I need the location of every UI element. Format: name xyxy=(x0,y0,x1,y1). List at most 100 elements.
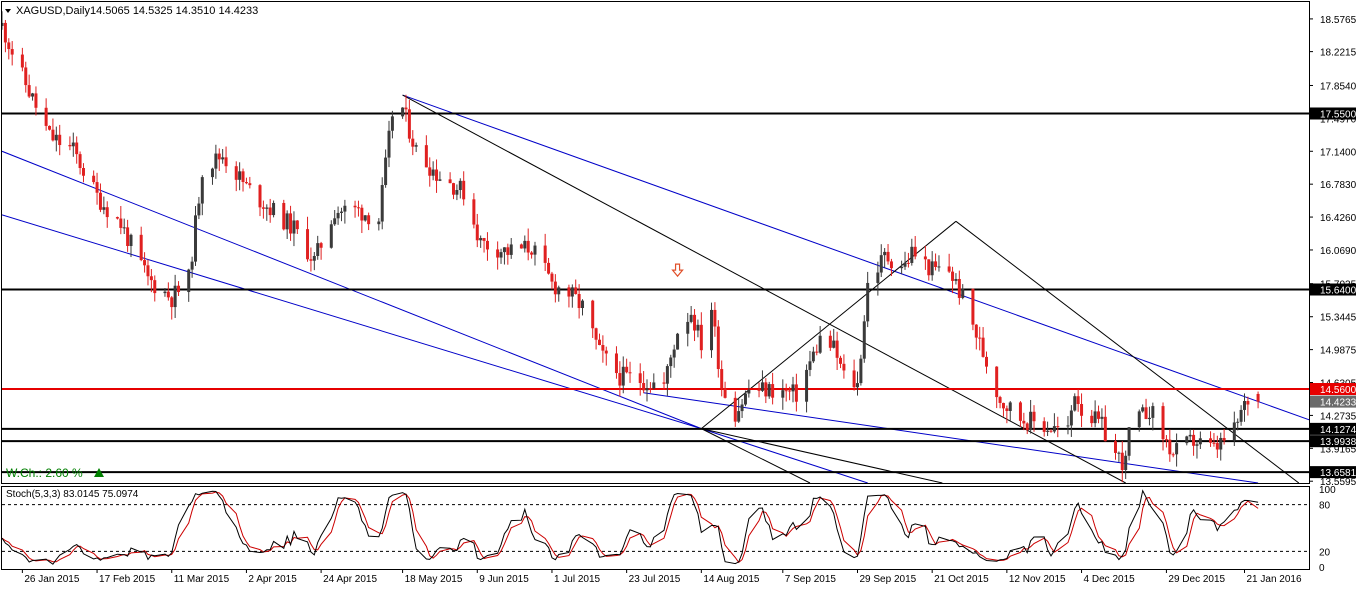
candle-body xyxy=(1147,417,1151,420)
y-tick-label: 16.0690 xyxy=(1320,246,1357,257)
candlesticks xyxy=(2,11,1260,483)
candle-body xyxy=(3,22,7,43)
candle-body xyxy=(356,207,360,209)
candle-body xyxy=(767,384,771,397)
candle-body xyxy=(567,287,571,297)
candle-body xyxy=(1066,425,1070,427)
collapse-triangle-icon[interactable] xyxy=(5,9,11,13)
candle-body xyxy=(811,351,815,362)
channel-line-3 xyxy=(701,428,868,483)
candle-body xyxy=(995,366,999,398)
candle-body xyxy=(784,390,788,392)
candle-body xyxy=(1124,455,1128,470)
candle-body xyxy=(343,205,347,212)
candle-body xyxy=(363,215,367,221)
candle-body xyxy=(519,244,523,249)
candle-body xyxy=(693,314,697,331)
candle-body xyxy=(1001,402,1005,409)
candle-body xyxy=(625,366,629,373)
level-label-box xyxy=(1310,283,1356,296)
y-tick-label: 16.7830 xyxy=(1320,180,1357,191)
candle-body xyxy=(2,22,4,26)
candle-body xyxy=(550,273,554,282)
candle-body xyxy=(648,388,652,390)
candle-body xyxy=(947,266,951,272)
x-tick-label: 12 Nov 2015 xyxy=(1009,574,1066,585)
candle-body xyxy=(1168,439,1172,455)
candle-body xyxy=(1076,396,1080,405)
level-label: 17.5500 xyxy=(1320,109,1357,120)
candle-body xyxy=(384,157,388,186)
candle-body xyxy=(614,353,618,374)
candle-body xyxy=(954,278,958,281)
candle-body xyxy=(818,335,822,353)
candle-body xyxy=(241,171,245,183)
candle-body xyxy=(696,324,700,331)
trend-line-8 xyxy=(955,220,1300,483)
candle-body xyxy=(248,183,252,186)
candle-body xyxy=(672,349,676,358)
candle-body xyxy=(645,388,649,391)
candle-body xyxy=(27,85,31,97)
trend-line-7 xyxy=(701,220,957,430)
candle-body xyxy=(1151,406,1155,418)
candle-body xyxy=(1198,438,1202,445)
candle-body xyxy=(889,261,893,269)
candle-body xyxy=(553,281,557,295)
candle-body xyxy=(597,339,601,346)
x-tick-label: 7 Sep 2015 xyxy=(785,574,837,585)
candle-body xyxy=(1042,421,1046,432)
x-tick-label: 14 Aug 2015 xyxy=(703,574,760,585)
candle-body xyxy=(815,351,819,353)
candle-body xyxy=(713,309,717,327)
candle-body xyxy=(424,145,428,168)
candle-body xyxy=(594,328,598,340)
candle-body xyxy=(455,190,459,195)
candle-body xyxy=(859,358,863,384)
stoch-tick-label: 100 xyxy=(1319,485,1336,496)
stoch-title: Stoch(5,3,3) 83.0145 75.0974 xyxy=(6,489,139,500)
candle-body xyxy=(146,265,150,277)
candle-body xyxy=(261,207,265,209)
candle-body xyxy=(1069,410,1073,426)
candle-body xyxy=(234,166,238,180)
candle-body xyxy=(740,404,744,412)
candle-body xyxy=(75,142,79,155)
candle-body xyxy=(794,384,798,402)
x-tick-label: 26 Jan 2015 xyxy=(24,574,79,585)
candle-body xyxy=(98,192,102,210)
candle-body xyxy=(1236,421,1240,423)
level-label: 14.1274 xyxy=(1320,425,1357,436)
candle-body xyxy=(224,157,228,167)
stoch-tick-label: 80 xyxy=(1319,501,1331,512)
candle-body xyxy=(390,116,394,131)
candle-body xyxy=(1025,423,1029,430)
symbol-label: XAGUSD,Daily xyxy=(16,5,90,17)
y-tick-label: 17.8540 xyxy=(1320,81,1357,92)
level-label-box xyxy=(1310,383,1356,396)
candle-body xyxy=(686,321,690,334)
candle-body xyxy=(282,202,286,230)
candle-body xyxy=(1209,438,1213,443)
candle-body xyxy=(475,224,479,241)
candle-body xyxy=(669,357,673,367)
candle-body xyxy=(530,252,534,255)
candle-body xyxy=(604,350,608,354)
candle-body xyxy=(452,183,456,195)
candle-body xyxy=(428,167,432,176)
candle-body xyxy=(472,199,476,225)
candle-body xyxy=(496,249,500,258)
x-tick-label: 2 Apr 2015 xyxy=(248,574,297,585)
candle-body xyxy=(676,333,680,350)
x-tick-label: 9 Jun 2015 xyxy=(479,574,529,585)
candle-body xyxy=(272,202,276,216)
candle-body xyxy=(194,215,198,262)
candle-body xyxy=(927,259,931,276)
down-arrow-icon xyxy=(671,263,684,278)
candle-body xyxy=(81,168,85,176)
candle-body xyxy=(581,300,585,309)
candle-body xyxy=(716,326,720,370)
candle-body xyxy=(984,356,988,367)
candle-body xyxy=(1046,430,1050,432)
